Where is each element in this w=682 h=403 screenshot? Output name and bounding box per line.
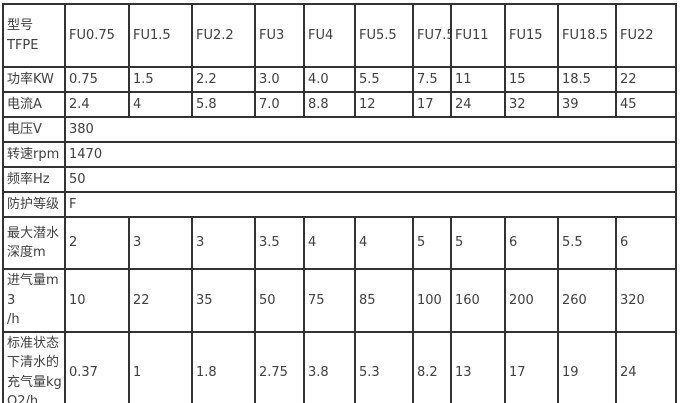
model-header: FU18.5 [557,3,617,68]
table-row-voltage: 电压V 380 [2,116,677,143]
spec-value: 15 [504,66,559,93]
spec-value: 1.8 [191,330,256,403]
spec-value: 0.75 [64,66,130,93]
spec-value: 5 [412,216,452,270]
row-label: 防护等级 [2,191,66,218]
spec-value: 5.8 [191,91,256,118]
spec-value: 3 [128,216,193,270]
spec-value: 3.5 [254,216,305,270]
spec-value: 200 [504,268,559,333]
spec-value: 260 [557,268,617,333]
row-label: 功率KW [2,66,66,93]
spec-value: 1 [128,330,193,403]
table-row-airflow: 进气量m3 /h 10 22 35 50 75 85 100 160 200 2… [2,268,677,333]
row-label: 电压V [2,116,66,143]
model-header: FU22 [615,3,677,68]
row-label: 电流A [2,91,66,118]
spec-value: 2.4 [64,91,130,118]
spec-value: 10 [64,268,130,333]
spec-value: 32 [504,91,559,118]
spec-value-merged: 380 [64,116,677,143]
row-label: 最大潜水 深度m [2,216,66,270]
model-header: FU2.2 [191,3,256,68]
row-label: 转速rpm [2,141,66,168]
spec-value: 4 [128,91,193,118]
spec-value: 22 [615,66,677,93]
row-label: 标准状态 下清水的 充气量kg O2/h [2,330,66,403]
spec-value: 3.0 [254,66,305,93]
spec-value: 1.5 [128,66,193,93]
table-row-depth: 最大潜水 深度m 2 3 3 3.5 4 4 5 5 6 5.5 6 [2,216,677,270]
spec-value: 8.2 [412,330,452,403]
table-row-speed: 转速rpm 1470 [2,141,677,168]
spec-value: 5 [450,216,506,270]
table-row-power: 功率KW 0.75 1.5 2.2 3.0 4.0 5.5 7.5 11 15 … [2,66,677,93]
spec-value: 6 [504,216,559,270]
model-header: FU15 [504,3,559,68]
spec-value: 5.5 [354,66,414,93]
table-row-oxygen: 标准状态 下清水的 充气量kg O2/h 0.37 1 1.8 2.75 3.8… [2,330,677,403]
spec-value: 17 [504,330,559,403]
row-label: 频率Hz [2,166,66,193]
spec-value: 17 [412,91,452,118]
spec-value: 45 [615,91,677,118]
spec-value: 5.3 [354,330,414,403]
spec-value: 11 [450,66,506,93]
spec-value: 7.0 [254,91,305,118]
spec-value: 3 [191,216,256,270]
spec-value: 18.5 [557,66,617,93]
spec-value: 160 [450,268,506,333]
spec-value: 4 [303,216,356,270]
row-label: 进气量m3 /h [2,268,66,333]
spec-value: 50 [254,268,305,333]
model-header: FU11 [450,3,506,68]
spec-value: 5.5 [557,216,617,270]
table-row-protection: 防护等级 F [2,191,677,218]
model-header: FU4 [303,3,356,68]
model-header: FU3 [254,3,305,68]
spec-value: 12 [354,91,414,118]
spec-value: 75 [303,268,356,333]
table-header-row: 型号 TFPE FU0.75 FU1.5 FU2.2 FU3 FU4 FU5.5… [2,3,677,68]
spec-value: 100 [412,268,452,333]
spec-value: 13 [450,330,506,403]
spec-value: 320 [615,268,677,333]
spec-value: 2 [64,216,130,270]
spec-value-merged: 1470 [64,141,677,168]
spec-table: 型号 TFPE FU0.75 FU1.5 FU2.2 FU3 FU4 FU5.5… [2,3,677,403]
spec-value: 3.8 [303,330,356,403]
table-row-frequency: 频率Hz 50 [2,166,677,193]
model-header: FU7.5 [412,3,452,68]
spec-value-merged: F [64,191,677,218]
spec-value: 24 [615,330,677,403]
spec-value: 35 [191,268,256,333]
spec-value: 0.37 [64,330,130,403]
spec-value: 7.5 [412,66,452,93]
spec-value: 39 [557,91,617,118]
row-label-model: 型号 TFPE [2,3,66,68]
spec-value: 24 [450,91,506,118]
spec-value: 19 [557,330,617,403]
spec-value: 8.8 [303,91,356,118]
spec-value-merged: 50 [64,166,677,193]
spec-value: 2.75 [254,330,305,403]
spec-value: 4.0 [303,66,356,93]
model-header: FU0.75 [64,3,130,68]
model-header: FU1.5 [128,3,193,68]
spec-value: 4 [354,216,414,270]
table-row-current: 电流A 2.4 4 5.8 7.0 8.8 12 17 24 32 39 45 [2,91,677,118]
spec-value: 85 [354,268,414,333]
spec-value: 22 [128,268,193,333]
model-header: FU5.5 [354,3,414,68]
spec-value: 6 [615,216,677,270]
spec-value: 2.2 [191,66,256,93]
